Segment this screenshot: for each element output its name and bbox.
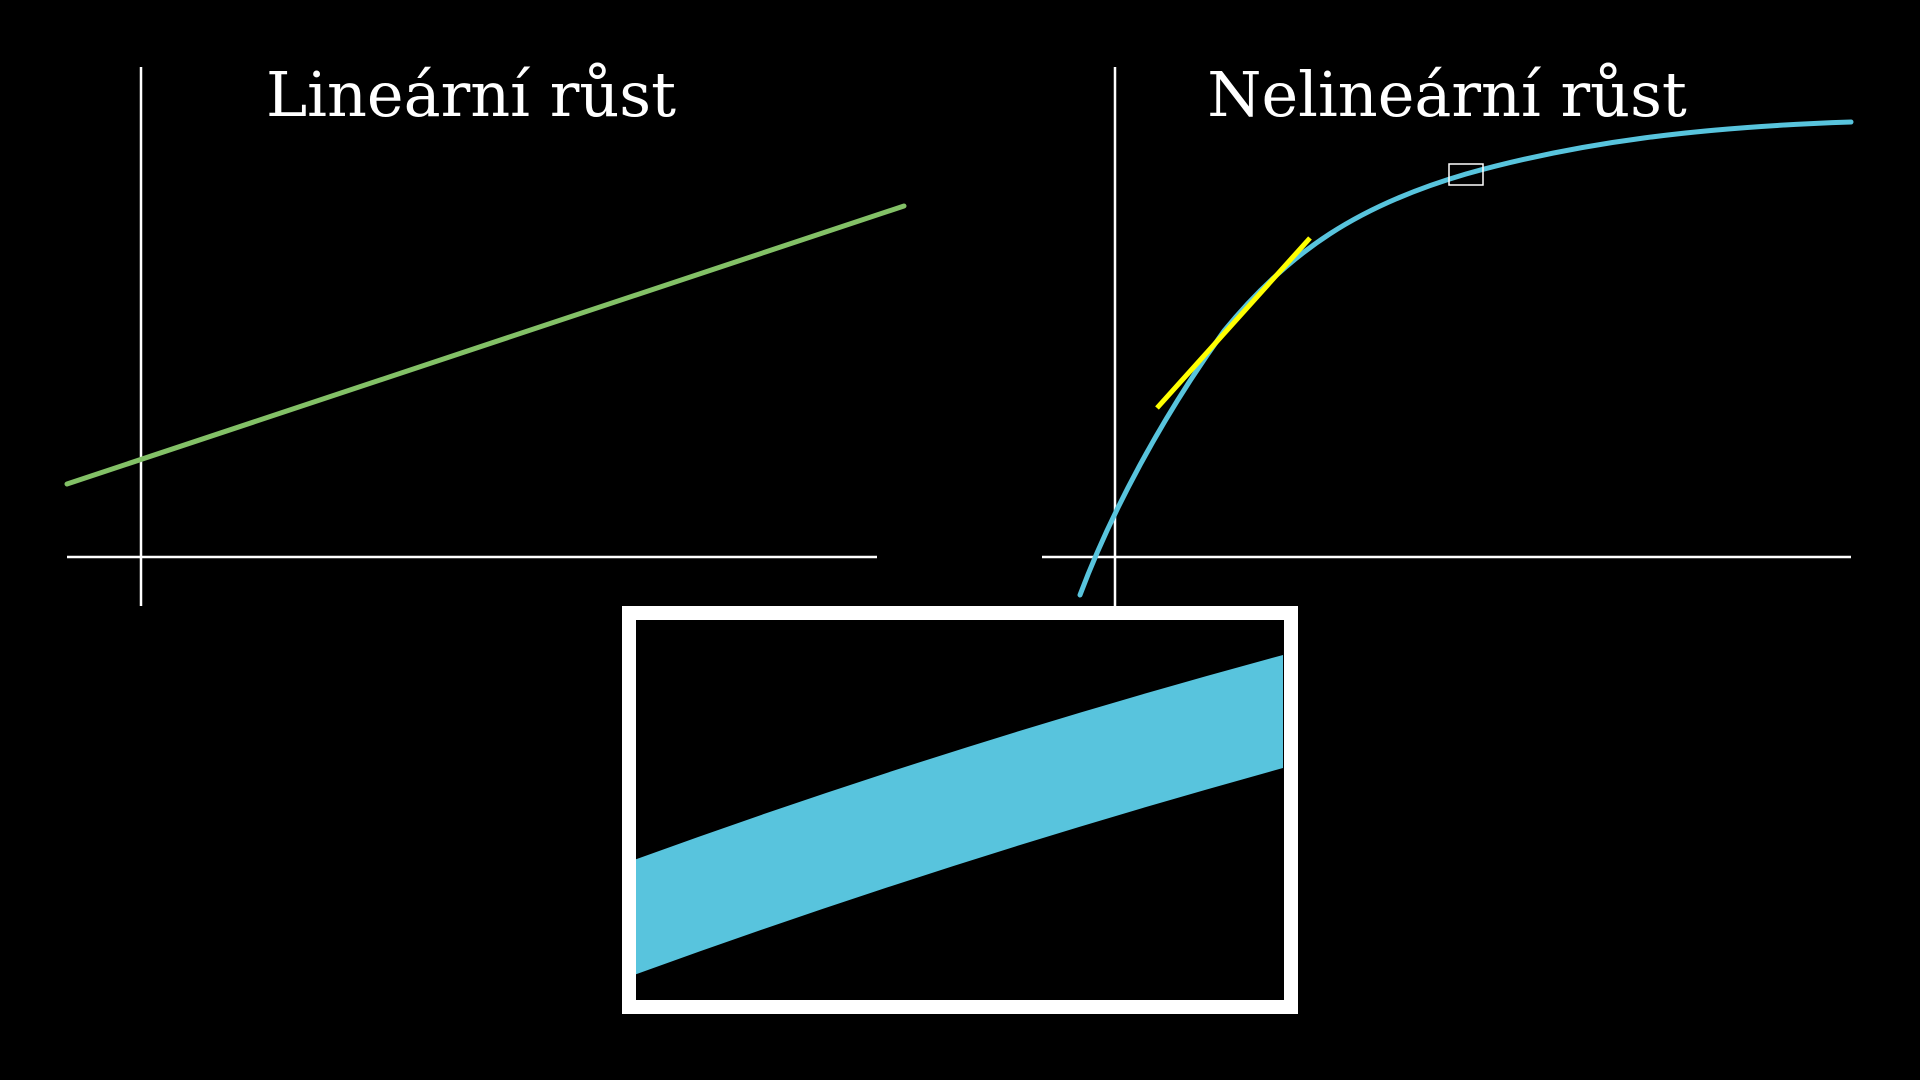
zoom-region-marker	[1448, 163, 1484, 186]
right-title: Nelineární růst	[1207, 58, 1687, 131]
tangent-line	[1155, 236, 1312, 410]
linear-growth-line	[64, 203, 907, 487]
zoomed-curve-band	[634, 655, 1283, 975]
left-axes	[67, 67, 877, 606]
zoom-inset	[622, 606, 1298, 1014]
zoom-inset-border	[622, 606, 1298, 1014]
nonlinear-growth-curve	[1077, 119, 1854, 598]
left-title: Lineární růst	[266, 58, 676, 131]
right-axes	[1042, 67, 1851, 606]
